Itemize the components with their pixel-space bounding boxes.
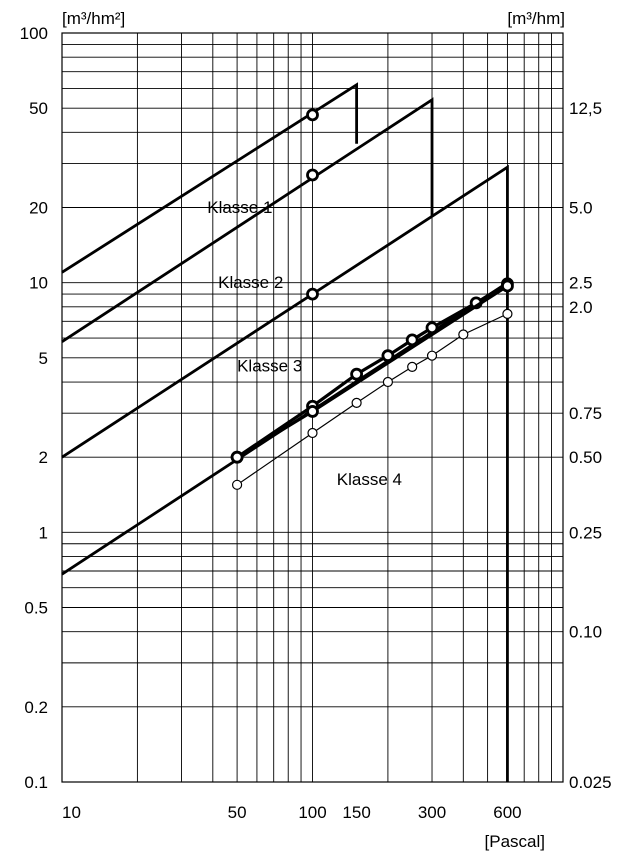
y-tick-label-right: 0.10 (569, 623, 602, 642)
y-tick-label-left: 20 (29, 199, 48, 218)
y-tick-label-left: 0.2 (24, 698, 48, 717)
x-axis-label: [Pascal] (485, 832, 545, 851)
right-y-tick-labels: 12,5 5.0 2.5 2.0 0.75 0.50 0.25 0.10 0.025 (569, 99, 612, 792)
reference-point (306, 108, 319, 122)
left-axis-unit: [m³/hm²] (62, 9, 125, 28)
y-tick-label-right: 12,5 (569, 99, 602, 118)
series-point (502, 308, 513, 319)
x-tick-label: 50 (228, 803, 247, 822)
y-tick-label-right: 0.75 (569, 404, 602, 423)
y-tick-label-left: 100 (20, 24, 48, 43)
x-tick-label: 600 (493, 803, 521, 822)
class-label: Klasse 1 (207, 198, 272, 217)
y-tick-label-left: 10 (29, 274, 48, 293)
series-line (236, 313, 508, 486)
series-point (230, 450, 244, 464)
class-label: Klasse 2 (218, 273, 283, 292)
x-tick-label: 100 (298, 803, 326, 822)
class-label: Klasse 4 (337, 470, 402, 489)
plot-frame (61, 32, 564, 783)
y-tick-label-left: 0.5 (24, 598, 48, 617)
series-point (501, 279, 514, 293)
class-limit-line (61, 164, 509, 782)
y-tick-label-left: 2 (39, 448, 48, 467)
series-point (405, 333, 419, 347)
y-tick-label-right: 0.50 (569, 448, 602, 467)
right-axis-unit: [m³/hm] (507, 9, 565, 28)
measurement-series (230, 277, 514, 490)
series-point (351, 397, 362, 408)
y-tick-label-right: 5.0 (569, 199, 593, 218)
x-tick-label: 300 (418, 803, 446, 822)
y-tick-label-left: 50 (29, 99, 48, 118)
class-limit-line (61, 97, 434, 343)
y-tick-label-left: 0.1 (24, 773, 48, 792)
series-point (350, 367, 364, 381)
reference-point (306, 168, 319, 182)
class-labels: Klasse 1 Klasse 2 Klasse 3 Klasse 4 (207, 198, 402, 489)
series-point (231, 479, 243, 490)
y-tick-label-right: 0.25 (569, 523, 602, 542)
left-y-tick-labels: 100 50 20 10 5 2 1 0.5 0.2 0.1 (20, 24, 48, 792)
x-tick-labels: 10 50 100 150 300 600 (62, 803, 522, 822)
series-point (381, 349, 395, 363)
series-point (307, 427, 318, 439)
series-point (382, 376, 394, 388)
series-line (236, 282, 509, 459)
y-tick-label-right: 2.0 (569, 298, 593, 317)
y-tick-label-left: 1 (39, 523, 48, 542)
reference-points (306, 108, 319, 301)
class-limit-lines (61, 82, 509, 782)
y-tick-label-right: 0.025 (569, 773, 612, 792)
x-tick-label: 10 (62, 803, 81, 822)
series-point (306, 405, 319, 418)
class-limit-line (61, 82, 359, 274)
series-point (407, 361, 418, 372)
y-tick-label-right: 2.5 (569, 274, 593, 293)
class-label: Klasse 3 (237, 357, 302, 376)
series-point (458, 329, 469, 340)
x-tick-label: 150 (342, 803, 370, 822)
series-point (426, 350, 438, 361)
reference-point (306, 287, 319, 301)
y-tick-label-left: 5 (39, 349, 48, 368)
